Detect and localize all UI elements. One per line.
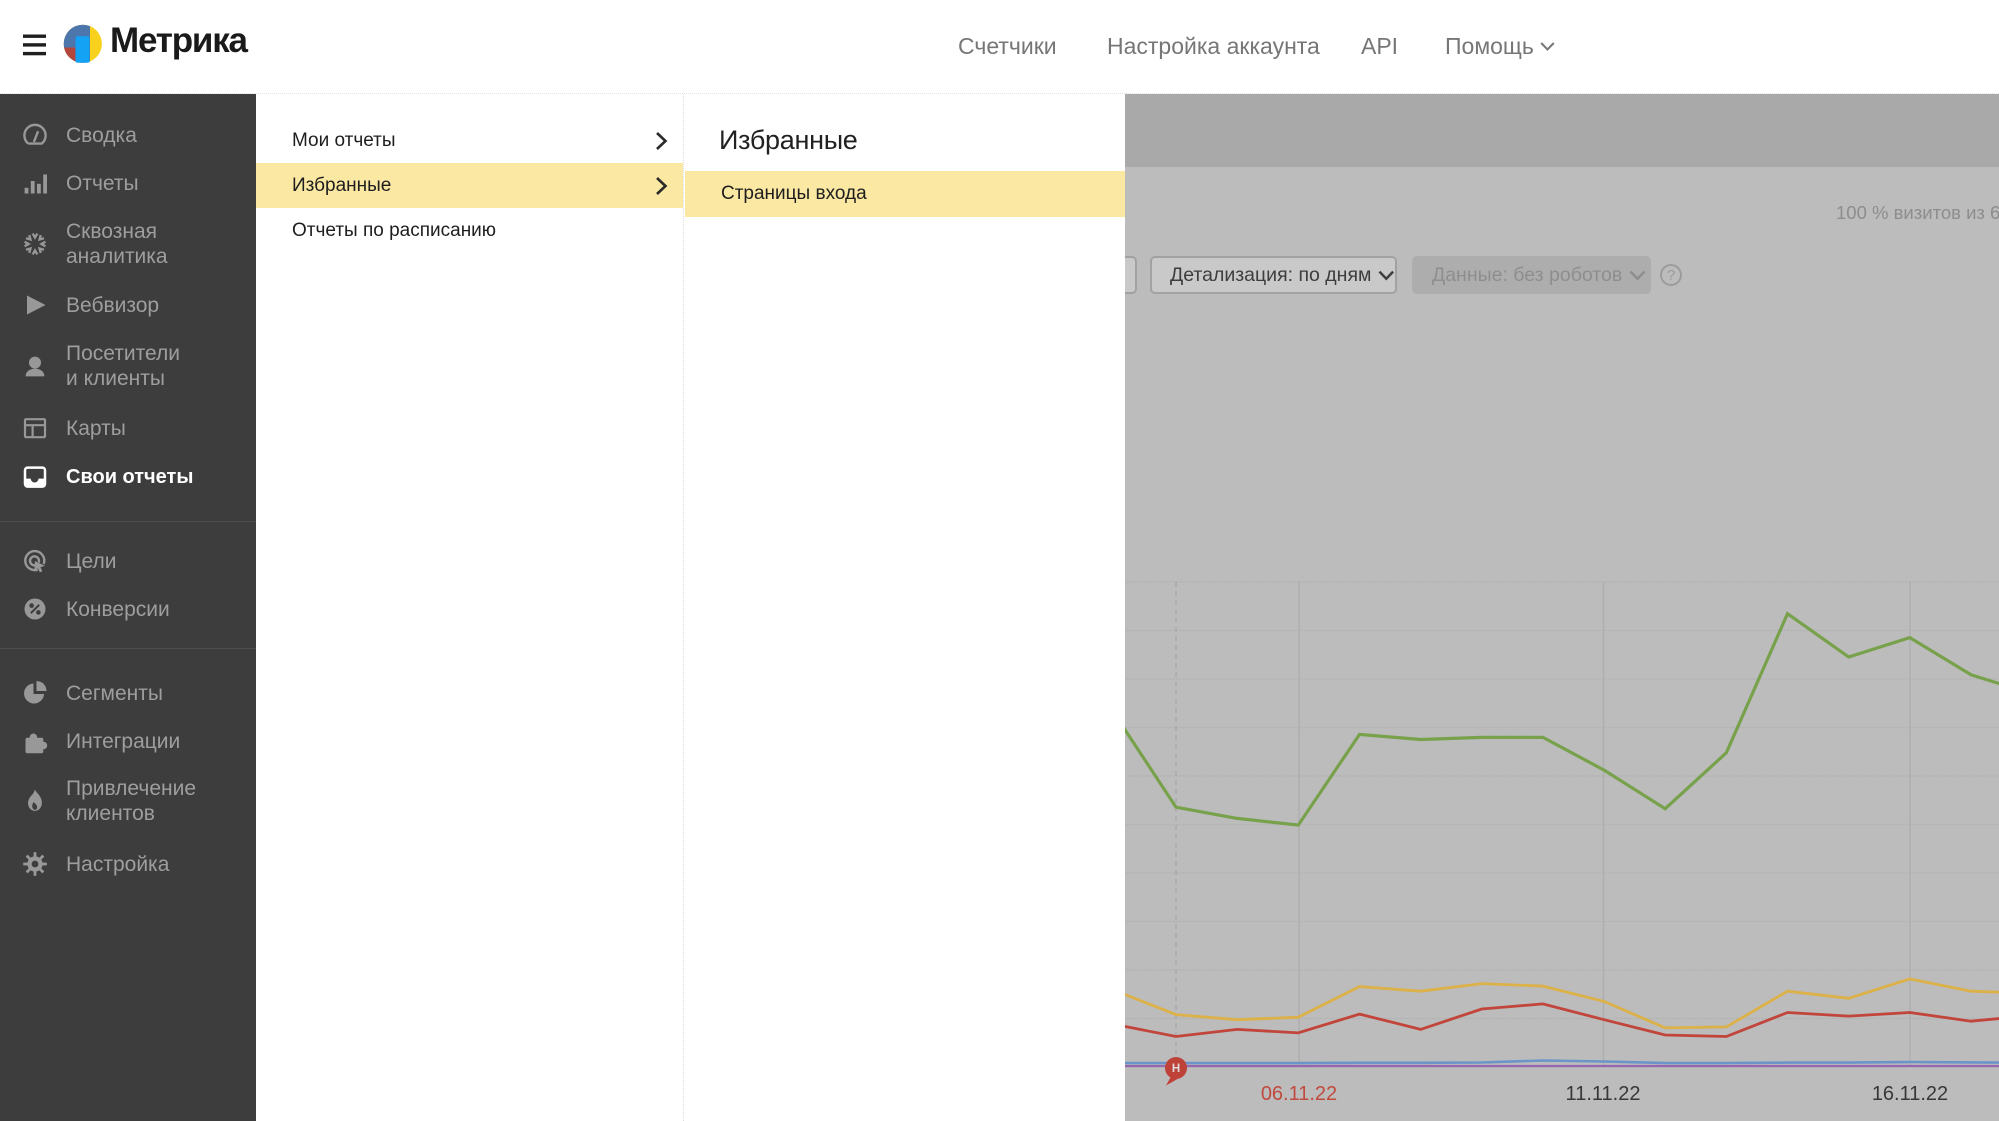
svg-text:Н: Н — [1172, 1063, 1180, 1075]
